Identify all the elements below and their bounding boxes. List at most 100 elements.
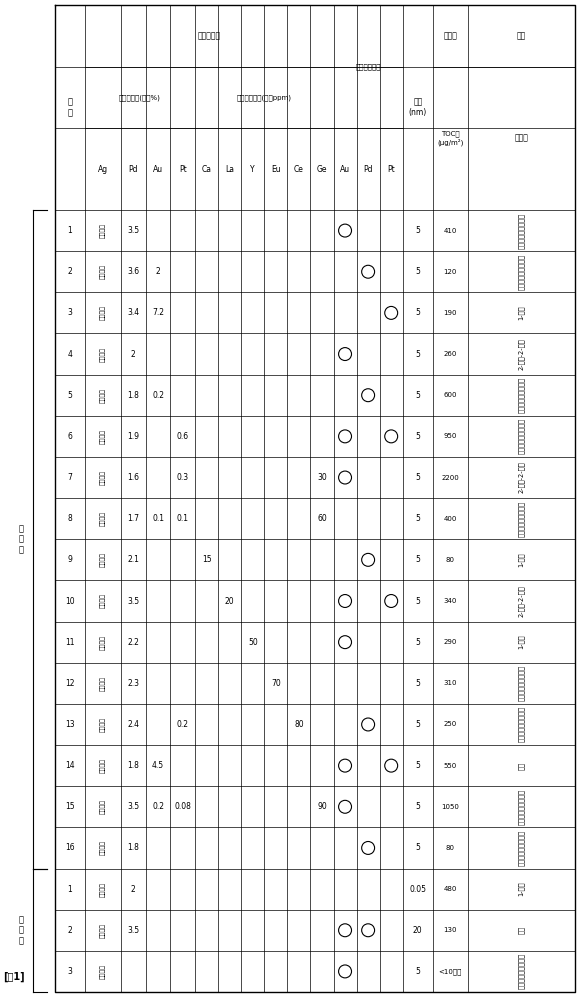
Text: Ca: Ca	[201, 164, 212, 174]
Text: 5: 5	[416, 679, 420, 688]
Text: 6: 6	[68, 432, 72, 441]
Text: 250: 250	[443, 721, 457, 727]
Text: 非離子系表面活性剤: 非離子系表面活性剤	[518, 213, 524, 249]
Text: 15: 15	[202, 555, 211, 564]
Text: La: La	[225, 164, 234, 174]
Text: 1: 1	[68, 885, 72, 894]
Text: 剰余部剆: 剰余部剆	[100, 347, 105, 362]
Text: 1.6: 1.6	[127, 473, 139, 482]
Text: 5: 5	[416, 555, 420, 564]
Text: 5: 5	[416, 267, 420, 276]
Text: 14: 14	[65, 761, 74, 770]
Text: 80: 80	[294, 720, 304, 729]
Text: 290: 290	[443, 639, 457, 645]
Text: 剰余部剆: 剰余部剆	[100, 799, 105, 814]
Text: 4.5: 4.5	[152, 761, 164, 770]
Text: 剰余部剆: 剰余部剆	[100, 388, 105, 403]
Text: 1.8: 1.8	[127, 761, 139, 770]
Text: 2: 2	[131, 885, 136, 894]
Text: 編
号: 編 号	[68, 98, 72, 117]
Text: 0.2: 0.2	[177, 720, 189, 729]
Text: 480: 480	[443, 886, 457, 892]
Text: 600: 600	[443, 392, 457, 398]
Text: 60: 60	[317, 514, 327, 523]
Text: 3.6: 3.6	[127, 267, 140, 276]
Text: 阳离子系表面活性剤: 阳离子系表面活性剤	[518, 665, 524, 701]
Text: 2: 2	[68, 267, 72, 276]
Text: 5: 5	[416, 473, 420, 482]
Text: 剰余部分: 剰余部分	[100, 305, 105, 320]
Text: 130: 130	[443, 927, 457, 933]
Text: 80: 80	[446, 845, 455, 851]
Text: 260: 260	[443, 351, 457, 357]
Text: 1-丙醇: 1-丙醇	[518, 882, 524, 896]
Text: 70: 70	[271, 679, 281, 688]
Text: 0.1: 0.1	[152, 514, 164, 523]
Text: 2.3: 2.3	[127, 679, 139, 688]
Text: Ce: Ce	[294, 164, 304, 174]
Text: 3.5: 3.5	[127, 226, 140, 235]
Text: 1-丙醇: 1-丙醇	[518, 306, 524, 320]
Text: 剰余部剆: 剰余部剆	[100, 635, 105, 650]
Text: 剰余部剆: 剰余部剆	[100, 758, 105, 773]
Text: 400: 400	[443, 516, 457, 522]
Text: 剰余部剆: 剰余部剆	[100, 511, 105, 526]
Text: 5: 5	[416, 308, 420, 317]
Text: 5: 5	[416, 432, 420, 441]
Text: 1: 1	[68, 226, 72, 235]
Text: 0.2: 0.2	[152, 802, 164, 811]
Text: [表1]: [表1]	[3, 972, 24, 982]
Text: 2: 2	[68, 926, 72, 935]
Text: Pd: Pd	[363, 164, 373, 174]
Text: 7.2: 7.2	[152, 308, 164, 317]
Text: 5: 5	[416, 720, 420, 729]
Text: 微量添加元素(質量ppm): 微量添加元素(質量ppm)	[237, 94, 292, 101]
Text: 剰余部剆: 剰余部剆	[100, 552, 105, 567]
Text: 剰余部剆: 剰余部剆	[100, 882, 105, 897]
Text: 4: 4	[68, 350, 72, 359]
Text: 剰余部剆: 剰余部剆	[100, 717, 105, 732]
Text: 塗布液: 塗布液	[514, 134, 528, 143]
Text: 0.3: 0.3	[177, 473, 189, 482]
Text: 剰余部剆: 剰余部剆	[100, 593, 105, 608]
Text: 阳离子系表面活性剤: 阳离子系表面活性剤	[518, 418, 524, 454]
Text: 3.4: 3.4	[127, 308, 140, 317]
Text: 15: 15	[65, 802, 74, 811]
Text: 非離子系表面活性剤: 非離子系表面活性剤	[518, 953, 524, 989]
Text: 550: 550	[443, 763, 457, 769]
Text: 5: 5	[416, 638, 420, 647]
Text: 2.1: 2.1	[127, 555, 139, 564]
Text: 被覆材: 被覆材	[443, 31, 457, 40]
Text: 1.8: 1.8	[127, 391, 139, 400]
Text: 剰余部剆: 剰余部剆	[100, 470, 105, 485]
Text: 0.2: 0.2	[152, 391, 164, 400]
Text: 90: 90	[317, 802, 327, 811]
Text: <10以下: <10以下	[439, 968, 462, 975]
Text: 340: 340	[443, 598, 457, 604]
Text: Pt: Pt	[179, 164, 187, 174]
Text: 10: 10	[65, 596, 74, 605]
Text: 3.5: 3.5	[127, 596, 140, 605]
Text: 2: 2	[155, 267, 161, 276]
Text: 剰余部剆: 剰余部剆	[100, 964, 105, 979]
Text: 5: 5	[416, 802, 420, 811]
Text: 5: 5	[416, 596, 420, 605]
Text: 0.05: 0.05	[409, 885, 426, 894]
Text: 3: 3	[68, 308, 72, 317]
Text: 5: 5	[68, 391, 72, 400]
Text: 被覆材の組戟: 被覆材の組戟	[356, 63, 381, 70]
Text: 5: 5	[416, 967, 420, 976]
Text: 碳層: 碳層	[517, 31, 526, 40]
Text: 非離子系表面活性剤: 非離子系表面活性剤	[518, 706, 524, 742]
Text: 5: 5	[416, 391, 420, 400]
Text: 30: 30	[317, 473, 327, 482]
Text: 剰余部剆: 剰余部剆	[100, 676, 105, 691]
Text: 2200: 2200	[441, 475, 459, 481]
Text: 0.1: 0.1	[177, 514, 189, 523]
Text: 1050: 1050	[441, 804, 459, 810]
Text: 5: 5	[416, 761, 420, 770]
Text: 20: 20	[225, 596, 235, 605]
Text: 1-丙醇: 1-丙醇	[518, 553, 524, 567]
Text: Au: Au	[153, 164, 163, 174]
Text: 剰余部分: 剰余部分	[100, 223, 105, 238]
